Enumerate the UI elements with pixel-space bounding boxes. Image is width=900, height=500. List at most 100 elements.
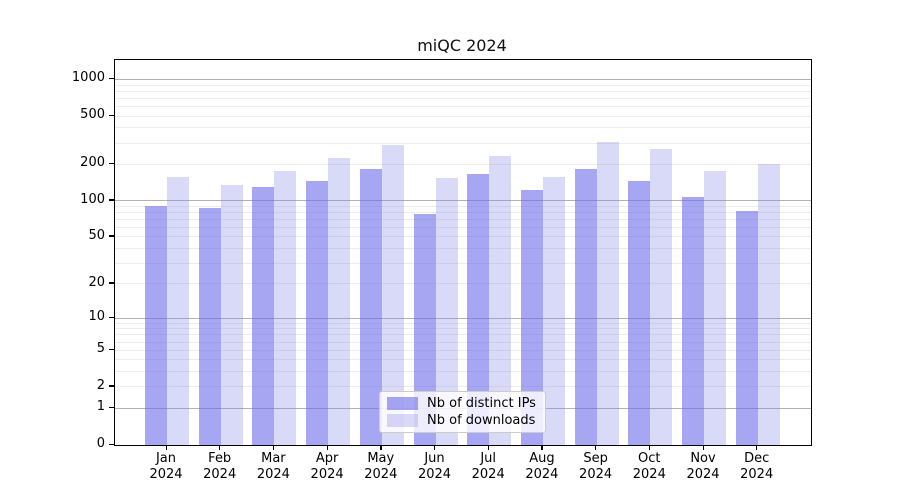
x-tick-mark [648,445,651,450]
x-tick-year: 2024 [686,467,720,482]
y-tick-label: 5 [96,341,105,357]
x-tick-month: Oct [638,451,661,466]
y-tick-label: 1 [96,399,105,415]
x-tick-year: 2024 [471,467,505,482]
gridline-minor [115,163,811,165]
gridline-minor [115,283,811,285]
gridline-minor [115,105,811,107]
gridline-minor [115,211,811,213]
y-tick-label: 20 [88,274,105,290]
legend-swatch-downloads-icon [387,414,418,427]
x-tick-year: 2024 [417,467,452,482]
x-tick-mark [434,445,436,450]
bar-downloads-sep [596,141,619,445]
gridline-minor [115,226,811,228]
gridline-minor [115,218,811,220]
y-tick-label: 200 [80,155,105,171]
legend: Nb of distinct IPs Nb of downloads [379,391,546,433]
bar-downloads-may [381,145,404,445]
bar-downloads-jan [167,176,189,445]
x-tick-year: 2024 [525,467,559,482]
x-tick-year: 2024 [310,467,344,482]
bar-distinct-ips-apr [306,180,329,445]
plot-area [114,59,812,446]
gridline-minor [115,371,811,373]
gridline-minor [115,248,811,250]
y-tick-mark [109,162,114,165]
y-tick-mark [109,348,114,350]
gridline-minor [115,90,811,92]
x-tick-mark [595,445,597,450]
bar-distinct-ips-feb [198,208,221,445]
y-tick-label: 0 [96,436,105,451]
y-tick-label: 100 [80,191,105,207]
bar-distinct-ips-oct [628,180,651,445]
x-tick-label-dec: Dec 2024 [730,451,784,483]
x-tick-mark [487,445,489,450]
x-tick-mark [165,445,167,450]
x-tick-mark [219,445,221,450]
x-tick-label-nov: Nov 2024 [676,451,730,483]
x-tick-month: Feb [208,451,232,466]
y-tick-mark [109,114,114,116]
bar-distinct-ips-jul [467,173,490,445]
y-tick-mark [109,282,114,284]
gridline-minor [115,334,811,336]
y-tick-mark [109,199,114,201]
gridline-major [115,78,811,80]
x-tick-label-oct: Oct 2024 [622,451,676,483]
chart-title: miQC 2024 [417,36,507,55]
gridline-minor [115,322,811,324]
gridline-minor [115,349,811,351]
x-tick-year: 2024 [256,467,290,482]
x-tick-year: 2024 [364,467,398,482]
y-tick-label: 10 [88,309,105,325]
bar-downloads-nov [704,171,726,445]
x-tick-label-aug: Aug 2024 [515,451,569,483]
bar-distinct-ips-aug [520,190,543,445]
x-tick-mark [541,445,543,450]
y-tick-mark [109,385,114,387]
bar-downloads-jul [489,155,512,445]
x-tick-label-sep: Sep 2024 [569,451,623,483]
bar-distinct-ips-jan [145,206,167,445]
legend-item-distinct-ips: Nb of distinct IPs [380,396,545,411]
x-tick-month: Jun [424,451,445,466]
x-tick-month: Dec [744,451,770,466]
x-tick-month: Sep [583,451,608,466]
x-tick-month: Nov [690,451,716,466]
x-tick-year: 2024 [579,467,613,482]
y-tick-mark [109,406,114,409]
x-tick-label-jul: Jul 2024 [461,451,515,483]
bar-downloads-aug [542,177,565,445]
gridline-minor [115,115,811,117]
x-tick-mark [326,445,328,450]
y-tick-label: 1000 [71,70,105,86]
bar-distinct-ips-jun [413,214,436,445]
x-tick-mark [272,445,275,450]
gridline-minor [115,97,811,99]
bar-downloads-oct [650,149,673,445]
x-tick-month: Jul [480,451,497,466]
gridline-minor [115,205,811,207]
gridline-major [115,317,811,319]
bar-distinct-ips-nov [682,197,704,445]
bar-downloads-mar [274,170,297,445]
gridline-minor [115,127,811,129]
x-tick-month: Aug [529,451,555,466]
gridline-minor [115,142,811,144]
gridline-minor [115,341,811,343]
x-tick-label-jan: Jan 2024 [139,451,193,483]
x-tick-mark [380,445,382,450]
y-tick-label: 500 [80,107,105,123]
y-tick-mark [109,235,114,237]
x-tick-label-jun: Jun 2024 [408,451,462,483]
bar-downloads-jun [435,178,458,445]
bar-distinct-ips-may [359,169,382,445]
bar-distinct-ips-sep [574,168,597,445]
gridline-minor [115,84,811,86]
x-tick-month: Jan [155,451,177,466]
gridline-minor [115,262,811,264]
x-tick-month: Mar [261,451,286,466]
x-tick-year: 2024 [149,467,183,482]
